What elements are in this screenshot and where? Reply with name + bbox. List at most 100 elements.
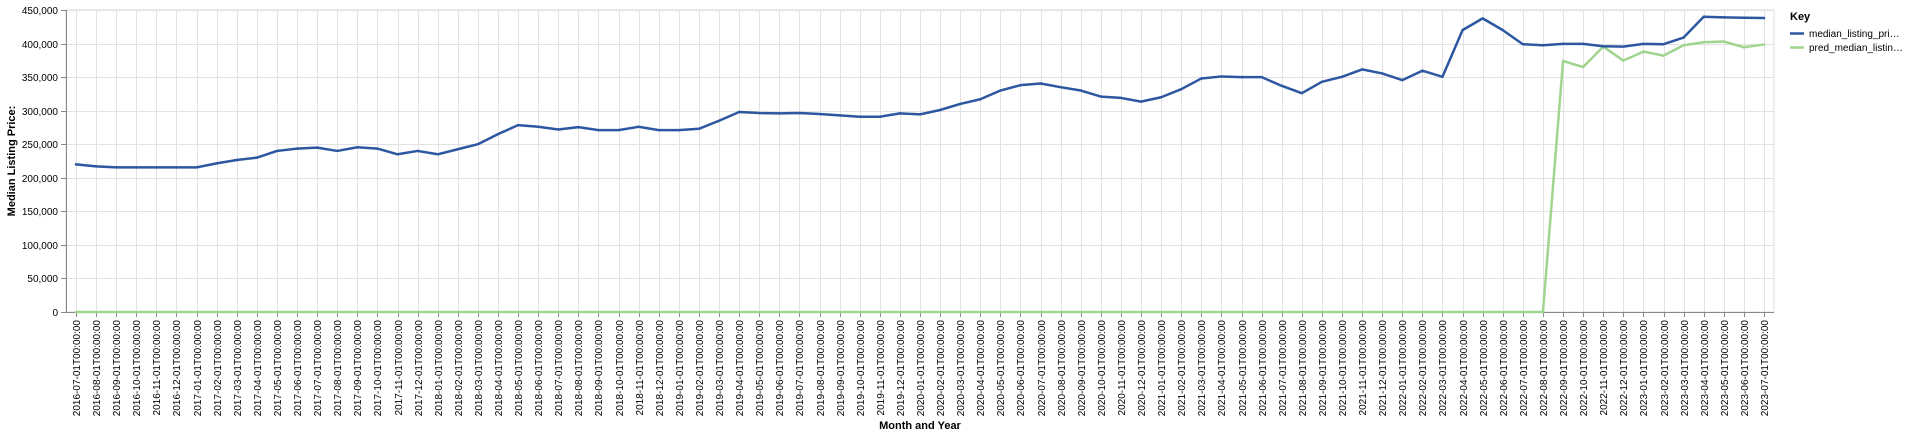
series-0-point (336, 149, 339, 153)
series-1-point (1742, 46, 1746, 49)
x-tick-label: 2021-10-01T00:00:00 (1338, 320, 1349, 417)
x-tick-label: 2021-04-01T00:00:00 (1217, 320, 1228, 417)
x-tick-label: 2017-10-01T00:00:00 (373, 320, 384, 417)
series-0-point (476, 143, 480, 146)
series-1-point (637, 310, 640, 314)
x-tick-label: 2020-01-01T00:00:00 (916, 320, 927, 417)
series-0-point (396, 153, 399, 156)
x-tick-label: 2017-05-01T00:00:00 (273, 320, 284, 417)
y-tick-label: 300,000 (22, 107, 59, 118)
series-0-point (1622, 45, 1625, 48)
series-1-point (1159, 310, 1163, 314)
x-tick-label: 2023-02-01T00:00:00 (1660, 320, 1671, 417)
x-tick-label: 2022-04-01T00:00:00 (1459, 320, 1470, 417)
x-tick-label: 2022-01-01T00:00:00 (1398, 320, 1409, 417)
series-0-point (1441, 75, 1444, 78)
x-tick-label: 2020-02-01T00:00:00 (936, 320, 947, 417)
x-tick-label: 2020-05-01T00:00:00 (996, 320, 1007, 417)
x-tick-label: 2021-12-01T00:00:00 (1378, 320, 1389, 417)
x-tick-label: 2021-09-01T00:00:00 (1318, 320, 1329, 417)
x-tick-label: 2019-03-01T00:00:00 (715, 320, 726, 417)
y-tick-label: 0 (52, 308, 58, 319)
series-0-point (798, 111, 801, 115)
x-tick-label: 2022-08-01T00:00:00 (1539, 320, 1550, 417)
series-1-point (1119, 310, 1123, 314)
series-1-point (436, 310, 439, 314)
x-tick-label: 2016-10-01T00:00:00 (132, 320, 143, 417)
series-0-point (1380, 72, 1384, 75)
x-tick-label: 2016-12-01T00:00:00 (172, 320, 183, 417)
x-tick-label: 2016-08-01T00:00:00 (92, 320, 103, 417)
series-1-point (336, 310, 339, 314)
grid-lines (65, 9, 1775, 313)
x-tick-label: 2018-08-01T00:00:00 (574, 320, 585, 417)
series-1-point (215, 310, 218, 314)
series-1-point (496, 310, 500, 314)
x-tick-label: 2017-08-01T00:00:00 (333, 320, 344, 417)
series-0-point (1139, 100, 1143, 103)
x-tick-label: 2017-12-01T00:00:00 (414, 320, 425, 417)
series-1-point (1441, 310, 1444, 314)
x-tick-label: 2018-01-01T00:00:00 (434, 320, 445, 417)
y-tick-label: 200,000 (22, 174, 59, 185)
series-0-point (376, 147, 379, 150)
series-1-point (1581, 65, 1585, 69)
x-tick-label: 2020-04-01T00:00:00 (976, 320, 987, 417)
series-0-point (1581, 42, 1585, 46)
x-tick-label: 2017-07-01T00:00:00 (313, 320, 324, 417)
series-0-point (1039, 82, 1042, 85)
series-1-point (114, 310, 118, 314)
series-0-point (255, 156, 259, 159)
series-1-point (1682, 44, 1685, 47)
series-0-point (1099, 95, 1103, 98)
x-tick-label: 2021-08-01T00:00:00 (1298, 320, 1309, 417)
x-tick-label: 2021-03-01T00:00:00 (1197, 320, 1208, 417)
x-tick-label: 2022-10-01T00:00:00 (1579, 320, 1590, 417)
y-tick-label: 350,000 (22, 73, 59, 84)
x-tick-label: 2022-03-01T00:00:00 (1438, 320, 1449, 417)
x-tick-label: 2020-10-01T00:00:00 (1097, 320, 1108, 417)
series-0-point (74, 163, 78, 166)
series-0-point (858, 115, 861, 118)
series-0-point (1019, 83, 1022, 87)
x-tick-label: 2022-06-01T00:00:00 (1499, 320, 1510, 417)
x-tick-label: 2018-11-01T00:00:00 (635, 320, 646, 416)
series-1-point (617, 310, 620, 314)
series-1-point (195, 310, 198, 314)
series-0-point (1401, 78, 1404, 82)
x-tick-label: 2020-11-01T00:00:00 (1117, 320, 1128, 416)
x-tick-label: 2017-02-01T00:00:00 (213, 320, 224, 417)
series-0-point (637, 125, 640, 128)
x-tick-label: 2016-07-01T00:00:00 (72, 320, 83, 417)
series-0-point (536, 125, 540, 128)
x-tick-label: 2023-01-01T00:00:00 (1639, 320, 1650, 417)
series-1-point (838, 310, 841, 314)
series-1-point (1642, 50, 1645, 53)
series-1-point (1481, 310, 1484, 314)
x-tick-label: 2021-02-01T00:00:00 (1177, 320, 1188, 417)
legend: Key median_listing_pri… pred_median_listin… (1790, 11, 1903, 54)
series-0-point (1240, 75, 1243, 79)
series-0-point (1662, 43, 1665, 46)
legend-label-0: median_listing_pri… (1809, 29, 1900, 40)
series-0-point (1200, 77, 1203, 80)
series-1-point (175, 310, 178, 314)
series-0-point (135, 166, 138, 169)
y-tick-label: 250,000 (22, 140, 59, 151)
series-1-point (938, 310, 942, 314)
series-0-point (275, 149, 279, 153)
series-1-point (456, 310, 460, 314)
x-tick-label: 2018-02-01T00:00:00 (454, 320, 465, 417)
series-1-point (1722, 40, 1726, 43)
series-0-point (1642, 42, 1645, 46)
x-tick-label: 2019-06-01T00:00:00 (775, 320, 786, 417)
series-0-point (235, 158, 238, 162)
series-1-point (1300, 310, 1304, 314)
series-1-point (1180, 310, 1183, 314)
y-axis-title: Median Listing Price: (6, 106, 18, 217)
series-1-point (135, 310, 138, 314)
series-1-point (1380, 310, 1384, 314)
series-1-point (255, 310, 259, 314)
